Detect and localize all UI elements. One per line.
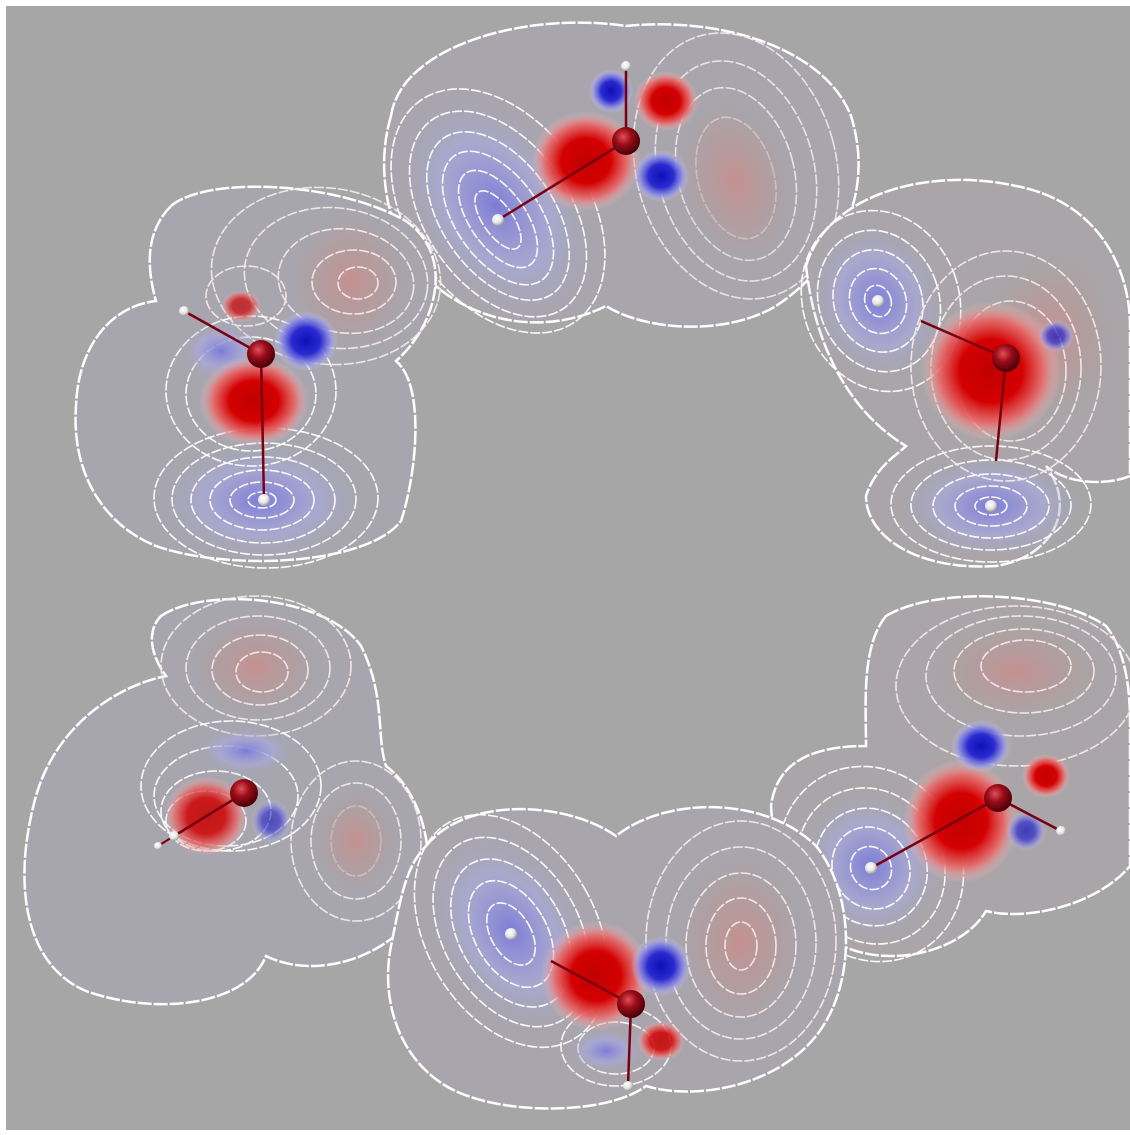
oxygen-atom xyxy=(612,127,640,155)
hydrogen-atom xyxy=(872,295,884,307)
oxygen-atom xyxy=(992,344,1020,372)
hydrogen-atom xyxy=(623,1081,633,1091)
orbital-density-scene xyxy=(6,6,1130,1130)
water-upper-left xyxy=(74,185,442,569)
hydrogen-atom xyxy=(621,61,631,71)
negative-lobe xyxy=(196,726,296,776)
positive-lobe xyxy=(903,759,1019,883)
oxygen-atom xyxy=(984,784,1012,812)
bond xyxy=(183,309,262,356)
oxygen-atom xyxy=(247,340,275,368)
water-bottom xyxy=(386,806,848,1110)
hydrogen-atom xyxy=(154,842,162,850)
orbital-density-render xyxy=(6,6,1130,1130)
positive-lobe xyxy=(921,301,1061,441)
hydrogen-atom xyxy=(258,494,270,506)
bond xyxy=(920,319,1007,360)
positive-lobe xyxy=(531,111,641,211)
bond xyxy=(550,959,632,1006)
bond xyxy=(497,139,627,222)
water-lower-left xyxy=(23,595,430,1006)
water-upper-right xyxy=(800,178,1130,568)
hydrogen-atom xyxy=(1056,826,1066,836)
positive-lobe xyxy=(199,356,309,446)
oxygen-atom xyxy=(617,990,645,1018)
hydrogen-atom xyxy=(865,862,877,874)
hydrogen-atom xyxy=(505,928,517,940)
oxygen-atom xyxy=(230,779,258,807)
hydrogen-atom xyxy=(492,214,504,226)
bond xyxy=(870,796,999,870)
hydrogen-atom xyxy=(179,306,189,316)
hydrogen-atom xyxy=(169,831,179,841)
hydrogen-atom xyxy=(985,500,997,512)
